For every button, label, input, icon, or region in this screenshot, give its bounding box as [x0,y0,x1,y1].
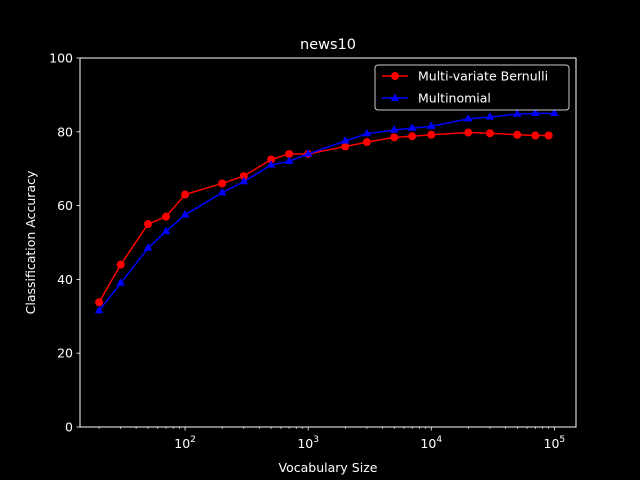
data-point [144,220,153,229]
y-tick-label: 20 [57,346,73,361]
legend: Multi-variate Bernulli Multinomial [374,64,570,111]
y-tick-label: 60 [57,198,73,213]
y-tick-label: 0 [65,420,73,435]
data-point [512,109,522,117]
chart-title: news10 [300,37,356,53]
data-point [531,131,540,140]
data-point [407,123,417,131]
data-point [217,187,227,196]
data-point [181,190,190,199]
legend-label-multinomial: Multinomial [418,91,491,106]
data-point [341,142,350,151]
data-point [303,149,313,157]
data-point [426,121,436,129]
data-point [162,212,171,221]
x-tick-label: 103 [297,435,319,451]
data-point [116,260,125,269]
data-point [239,172,248,181]
data-point [285,149,294,158]
data-point [550,108,559,116]
x-tick-label: 102 [174,435,196,451]
data-point [180,210,190,218]
data-point [161,226,171,235]
data-point [530,108,540,116]
data-point [427,130,436,139]
data-point [143,243,153,251]
x-tick-label: 104 [420,435,442,451]
axes-frame [79,57,577,428]
data-point [94,305,104,314]
data-point [95,298,104,307]
data-point [266,160,276,168]
legend-marker-multinomial [390,93,400,101]
x-axis-label: Vocabulary Size [279,460,378,475]
data-point [390,133,399,142]
data-point [239,176,249,185]
data-point [340,136,350,144]
series-line-1 [98,112,555,312]
data-point [284,156,294,164]
data-point [218,179,227,188]
data-point [544,131,553,140]
legend-label-bernulli: Multi-variate Bernulli [418,69,548,84]
data-point [389,125,399,133]
data-point [485,129,494,138]
data-point [116,278,126,286]
axis-ticks: 0 20 40 60 80 100 102 103 104 105 [49,51,565,452]
x-tick-label: 105 [544,435,566,451]
data-point [464,128,473,137]
y-tick-label: 40 [57,272,73,287]
legend-marker-bernulli [391,72,399,80]
y-axis-label: Classification Accuracy [23,170,38,314]
legend-box [374,64,570,111]
plot-area [94,108,559,314]
data-point [362,138,371,147]
data-point [267,155,276,164]
data-point [513,130,522,139]
data-point [463,114,473,122]
data-point [408,132,417,141]
y-tick-label: 80 [57,124,73,139]
data-point [485,112,495,120]
y-tick-label: 100 [49,51,73,66]
data-point [362,128,372,137]
